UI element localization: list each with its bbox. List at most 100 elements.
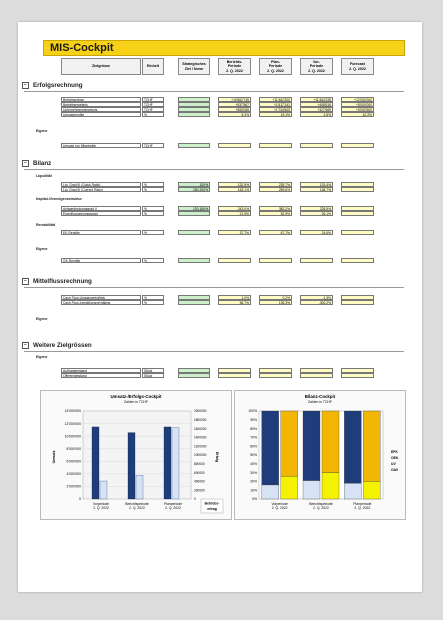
- cell-vor[interactable]: [300, 373, 333, 378]
- cell-bericht[interactable]: [218, 368, 251, 373]
- cell-plan[interactable]: 259.6%: [259, 187, 292, 192]
- cell-plan[interactable]: 135.3%: [259, 300, 292, 305]
- cell-forecast[interactable]: [341, 230, 374, 235]
- cell-plan[interactable]: +1'617'141: [259, 102, 292, 107]
- cell-bericht[interactable]: 163.1%: [218, 187, 251, 192]
- cell-bericht[interactable]: 5.3%: [218, 112, 251, 117]
- cell-vor[interactable]: [300, 258, 333, 263]
- cell-bericht[interactable]: +537'567: [218, 102, 251, 107]
- cell-target[interactable]: 150-200%: [178, 187, 210, 192]
- header-einheit: Einheit: [142, 58, 164, 75]
- cell-vor[interactable]: [300, 368, 333, 373]
- cell-target[interactable]: [178, 211, 210, 216]
- cell-bericht[interactable]: +565'065: [218, 107, 251, 112]
- cell-vor[interactable]: +408'616: [300, 102, 333, 107]
- cell-vor[interactable]: +11'464'228: [300, 97, 333, 102]
- cell-forecast[interactable]: [341, 206, 374, 211]
- cell-forecast[interactable]: [341, 182, 374, 187]
- cell-target[interactable]: [178, 97, 210, 102]
- cell-target[interactable]: [178, 258, 210, 263]
- collapse-icon[interactable]: −: [22, 342, 29, 349]
- cell-forecast[interactable]: [341, 295, 374, 300]
- cell-target[interactable]: [178, 102, 210, 107]
- cell-forecast[interactable]: +5'000'000: [341, 102, 374, 107]
- collapse-icon[interactable]: −: [22, 82, 29, 89]
- cell-vor[interactable]: 24.6%: [300, 230, 333, 235]
- cell-plan[interactable]: +11'462'200: [259, 97, 292, 102]
- cell-plan[interactable]: 52.9%: [259, 211, 292, 216]
- cell-forecast[interactable]: +12'000'000: [341, 97, 374, 102]
- y-tick-label: 8'000'000: [67, 447, 82, 451]
- cell-target[interactable]: [178, 368, 210, 373]
- x-tick-label: Berichtsperiode: [309, 502, 333, 506]
- cell-vor[interactable]: 133.4%: [300, 182, 333, 187]
- cell-bericht[interactable]: 132.9%: [218, 182, 251, 187]
- cell-plan[interactable]: [259, 143, 292, 148]
- cell-plan[interactable]: +1'734'600: [259, 107, 292, 112]
- section-erfolgsrechnung[interactable]: − Erfolgsrechnung: [22, 82, 83, 89]
- cell-target[interactable]: [178, 112, 210, 117]
- cell-vor[interactable]: 26.1%: [300, 211, 333, 216]
- cell-target[interactable]: [178, 373, 210, 378]
- cell-bericht[interactable]: [218, 258, 251, 263]
- cell-bericht[interactable]: [218, 373, 251, 378]
- cell-forecast[interactable]: [341, 373, 374, 378]
- cell-forecast[interactable]: [341, 300, 374, 305]
- cell-vor[interactable]: 228.5%: [300, 206, 333, 211]
- cell-forecast[interactable]: 42.2%: [341, 112, 374, 117]
- cell-plan[interactable]: 382.2%: [259, 206, 292, 211]
- subsection-liquiditaet: Liquidität: [36, 174, 52, 178]
- cell-vor[interactable]: 156.7%: [300, 187, 333, 192]
- chart-bilanz: Bilanz-Cockpit Zahlen in TCHF 0% 10% 20% 30…: [234, 390, 406, 520]
- cell-target[interactable]: [178, 107, 210, 112]
- cell-target[interactable]: [178, 295, 210, 300]
- cell-bericht[interactable]: 56.7%: [218, 300, 251, 305]
- cell-vor[interactable]: +327'669: [300, 107, 333, 112]
- cell-bericht[interactable]: [218, 143, 251, 148]
- cell-target[interactable]: [178, 300, 210, 305]
- bar-betriebsergebnis: [135, 475, 144, 500]
- cell-plan[interactable]: 0.2%: [259, 295, 292, 300]
- cell-vor[interactable]: 2.8%: [300, 112, 333, 117]
- subsection-kapitalstruktur: Kapital-/Vermögensstruktur: [36, 197, 82, 201]
- cell-vor[interactable]: [300, 143, 333, 148]
- cell-forecast[interactable]: [341, 143, 374, 148]
- cell-forecast[interactable]: [341, 258, 374, 263]
- bar-segment: [363, 481, 381, 500]
- cell-bericht[interactable]: 243.0%: [218, 206, 251, 211]
- cell-target[interactable]: [178, 143, 210, 148]
- cell-plan[interactable]: 235.7%: [259, 182, 292, 187]
- cell-forecast[interactable]: [341, 187, 374, 192]
- cell-plan[interactable]: [259, 373, 292, 378]
- cell-target[interactable]: [178, 230, 210, 235]
- y-tick-label: 30%: [250, 471, 257, 475]
- y2-tick-label: 1400000: [194, 436, 207, 440]
- cell-plan[interactable]: 15.1%: [259, 112, 292, 117]
- cell-label: Anlagedeckungsgrad II: [61, 206, 141, 211]
- cell-bericht[interactable]: 21.9%: [218, 211, 251, 216]
- cell-bericht[interactable]: 37.7%: [218, 230, 251, 235]
- cell-forecast[interactable]: +5'000'500: [341, 107, 374, 112]
- title-bar: MIS-Cockpit: [43, 40, 405, 56]
- cell-vor[interactable]: -1.3%: [300, 295, 333, 300]
- cell-bericht[interactable]: +10'562'745: [218, 97, 251, 102]
- cell-unit: TCHF: [142, 143, 164, 148]
- collapse-icon[interactable]: −: [22, 278, 29, 285]
- cell-plan[interactable]: 67.7%: [259, 230, 292, 235]
- cell-vor[interactable]: -300.2%: [300, 300, 333, 305]
- cell-plan[interactable]: [259, 368, 292, 373]
- collapse-icon[interactable]: −: [22, 160, 29, 167]
- section-bilanz[interactable]: − Bilanz: [22, 160, 51, 167]
- section-mittelflussrechnung[interactable]: − Mittelflussrechnung: [22, 278, 92, 285]
- section-weitere-zielgroessen[interactable]: − Weitere Zielgrössen: [22, 342, 92, 349]
- cell-forecast[interactable]: [341, 368, 374, 373]
- cell-bericht[interactable]: 1.0%: [218, 295, 251, 300]
- x-tick-label: Planperiode: [353, 502, 371, 506]
- cell-forecast[interactable]: [341, 211, 374, 216]
- cell-label: Cash Flow-Investitionsverhältnis: [61, 300, 141, 305]
- cell-plan[interactable]: [259, 258, 292, 263]
- cell-unit: %: [142, 300, 164, 305]
- bar-betriebsertrag: [91, 426, 100, 500]
- cell-target[interactable]: 120-160%: [178, 206, 210, 211]
- cell-target[interactable]: 100%: [178, 182, 210, 187]
